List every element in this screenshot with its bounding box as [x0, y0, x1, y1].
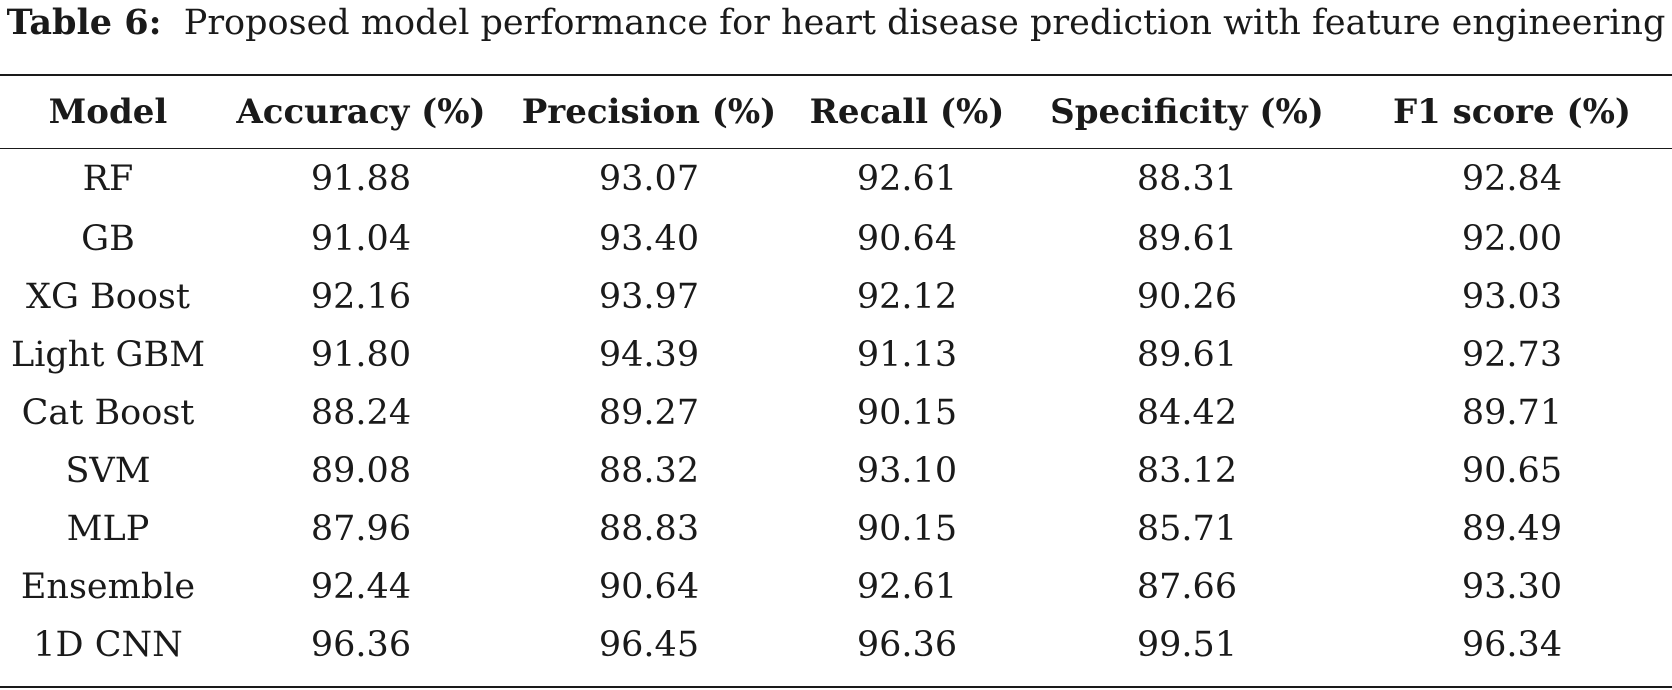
recall-cell: 91.13 [856, 335, 958, 375]
recall-cell: 96.36 [856, 625, 958, 665]
specificity-cell: 87.66 [1136, 567, 1238, 607]
table-row: XG Boost 92.16 93.97 92.12 90.26 93.03 [0, 268, 1672, 326]
model-name-cell: MLP [66, 509, 150, 549]
accuracy-cell: 96.36 [310, 625, 412, 665]
table-bottom-rule [0, 686, 1672, 688]
specificity-cell: 89.61 [1136, 219, 1238, 259]
precision-cell: 88.32 [598, 451, 700, 491]
precision-cell: 93.97 [598, 277, 700, 317]
recall-cell: 92.61 [856, 159, 958, 199]
table-header-rule [0, 148, 1672, 149]
precision-cell: 88.83 [598, 509, 700, 549]
f1-score-cell: 92.00 [1461, 219, 1563, 259]
model-name-cell: 1D CNN [33, 625, 183, 665]
table-row: Light GBM 91.80 94.39 91.13 89.61 92.73 [0, 326, 1672, 384]
recall-cell: 90.15 [856, 509, 958, 549]
accuracy-cell: 88.24 [310, 393, 412, 433]
accuracy-cell: 92.44 [310, 567, 412, 607]
column-header-accuracy: Accuracy (%) [236, 92, 486, 132]
specificity-cell: 88.31 [1136, 159, 1238, 199]
specificity-cell: 83.12 [1136, 451, 1238, 491]
f1-score-cell: 89.71 [1461, 393, 1563, 433]
recall-cell: 90.64 [856, 219, 958, 259]
specificity-cell: 84.42 [1136, 393, 1238, 433]
table-caption: Table 6: Proposed model performance for … [0, 0, 1672, 46]
recall-cell: 92.61 [856, 567, 958, 607]
specificity-cell: 90.26 [1136, 277, 1238, 317]
specificity-cell: 99.51 [1136, 625, 1238, 665]
column-header-specificity: Specificity (%) [1050, 92, 1324, 132]
precision-cell: 90.64 [598, 567, 700, 607]
f1-score-cell: 92.84 [1461, 159, 1563, 199]
model-name-cell: RF [82, 159, 134, 199]
column-header-recall: Recall (%) [809, 92, 1005, 132]
precision-cell: 93.07 [598, 159, 700, 199]
precision-cell: 93.40 [598, 219, 700, 259]
accuracy-cell: 92.16 [310, 277, 412, 317]
table-row: SVM 89.08 88.32 93.10 83.12 90.65 [0, 442, 1672, 500]
table-top-rule [0, 74, 1672, 76]
model-name-cell: Light GBM [10, 335, 206, 375]
accuracy-cell: 91.88 [310, 159, 412, 199]
model-name-cell: Ensemble [20, 567, 196, 607]
table-row: Ensemble 92.44 90.64 92.61 87.66 93.30 [0, 558, 1672, 616]
column-header-f1-score: F1 score (%) [1392, 92, 1632, 132]
recall-cell: 93.10 [856, 451, 958, 491]
table-row: RF 91.88 93.07 92.61 88.31 92.84 [0, 148, 1672, 210]
model-name-cell: XG Boost [26, 277, 190, 317]
precision-cell: 94.39 [598, 335, 700, 375]
recall-cell: 90.15 [856, 393, 958, 433]
f1-score-cell: 96.34 [1461, 625, 1563, 665]
column-header-precision: Precision (%) [521, 92, 777, 132]
table-caption-label: Table 6: [6, 2, 162, 43]
accuracy-cell: 91.04 [310, 219, 412, 259]
precision-cell: 89.27 [598, 393, 700, 433]
f1-score-cell: 90.65 [1461, 451, 1563, 491]
accuracy-cell: 89.08 [310, 451, 412, 491]
table-header-row: Model Accuracy (%) Precision (%) Recall … [0, 76, 1672, 148]
specificity-cell: 89.61 [1136, 335, 1238, 375]
recall-cell: 92.12 [856, 277, 958, 317]
f1-score-cell: 89.49 [1461, 509, 1563, 549]
model-name-cell: SVM [65, 451, 151, 491]
precision-cell: 96.45 [598, 625, 700, 665]
model-name-cell: GB [81, 219, 135, 259]
f1-score-cell: 93.03 [1461, 277, 1563, 317]
specificity-cell: 85.71 [1136, 509, 1238, 549]
model-name-cell: Cat Boost [21, 393, 195, 433]
table-row: MLP 87.96 88.83 90.15 85.71 89.49 [0, 500, 1672, 558]
table-row: GB 91.04 93.40 90.64 89.61 92.00 [0, 210, 1672, 268]
table-row: 1D CNN 96.36 96.45 96.36 99.51 96.34 [0, 616, 1672, 674]
table-caption-text: Proposed model performance for heart dis… [183, 3, 1666, 43]
f1-score-cell: 93.30 [1461, 567, 1563, 607]
accuracy-cell: 87.96 [310, 509, 412, 549]
table-row: Cat Boost 88.24 89.27 90.15 84.42 89.71 [0, 384, 1672, 442]
results-table: Model Accuracy (%) Precision (%) Recall … [0, 76, 1672, 674]
accuracy-cell: 91.80 [310, 335, 412, 375]
column-header-model: Model [48, 92, 168, 132]
f1-score-cell: 92.73 [1461, 335, 1563, 375]
